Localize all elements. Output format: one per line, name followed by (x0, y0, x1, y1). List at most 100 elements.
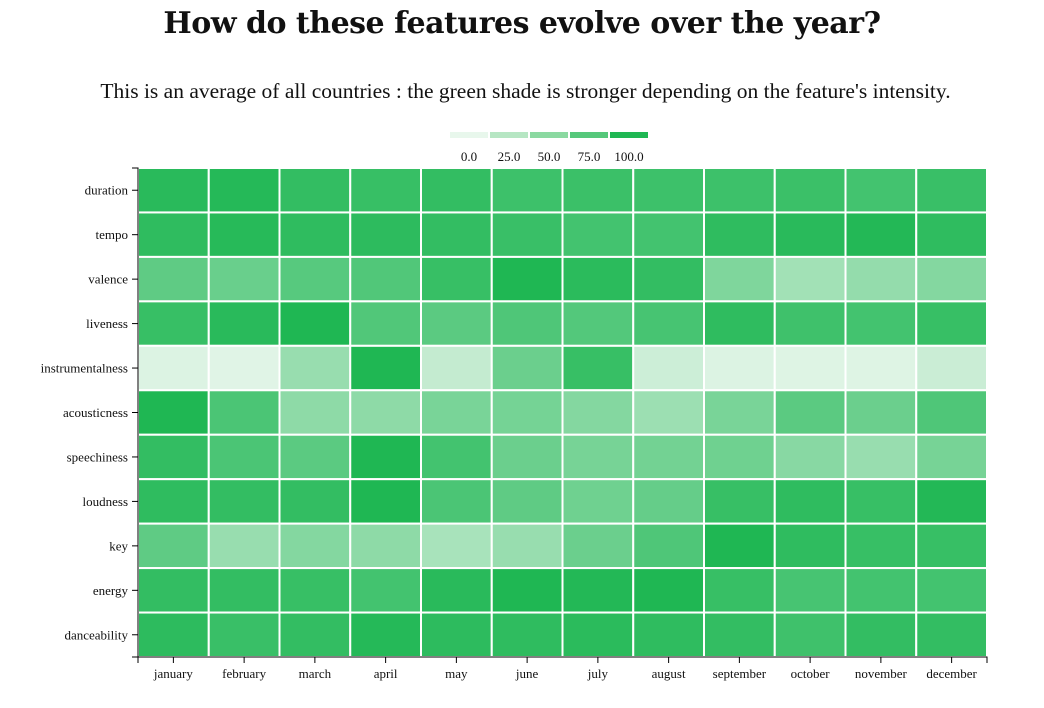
y-tick-label: tempo (96, 227, 129, 242)
heatmap-cell (420, 567, 493, 614)
heatmap-cell (490, 522, 564, 570)
heatmap-cell (844, 522, 918, 570)
heatmap-cell (349, 522, 422, 570)
heatmap-cell (278, 567, 352, 614)
heatmap-cell (844, 167, 918, 214)
heatmap-cell (773, 167, 847, 214)
heatmap-cell (703, 433, 776, 481)
heatmap-cell (207, 300, 281, 347)
heatmap-cell (915, 211, 988, 258)
heatmap-cell (207, 522, 281, 570)
heatmap-cell (420, 300, 493, 347)
heatmap-cell (844, 478, 918, 525)
y-tick-label: speechiness (67, 449, 128, 464)
heatmap-cell (632, 389, 705, 436)
heatmap-cell (137, 300, 210, 347)
heatmap-cell (349, 567, 422, 614)
color-legend: 0.0 25.0 50.0 75.0 100.0 (450, 132, 648, 164)
heatmap-cell (632, 433, 705, 481)
legend-label: 0.0 (461, 149, 477, 164)
heatmap-cell (278, 611, 352, 659)
y-tick-label: liveness (86, 316, 128, 331)
heatmap-cell (349, 433, 422, 481)
heatmap-cells (137, 167, 988, 659)
heatmap-cell (278, 433, 352, 481)
heatmap-cell (703, 344, 776, 392)
heatmap-cell (420, 522, 493, 570)
heatmap-cell (137, 255, 210, 303)
chart-subtitle: This is an average of all countries : th… (100, 79, 951, 103)
legend-swatch (450, 132, 488, 138)
heatmap-cell (632, 478, 705, 525)
heatmap-cell (773, 611, 847, 659)
heatmap-cell (561, 389, 635, 436)
heatmap-cell (349, 255, 422, 303)
heatmap-cell (420, 211, 493, 258)
x-tick-label: december (926, 666, 977, 681)
heatmap-cell (915, 522, 988, 570)
heatmap-cell (349, 211, 422, 258)
y-tick-label: loudness (83, 494, 129, 509)
heatmap-cell (490, 344, 564, 392)
heatmap-cell (632, 611, 705, 659)
heatmap-cell (915, 255, 988, 303)
heatmap-cell (773, 255, 847, 303)
heatmap-cell (632, 567, 705, 614)
heatmap-cell (278, 478, 352, 525)
heatmap-cell (490, 300, 564, 347)
x-tick-label: november (855, 666, 908, 681)
x-tick-label: may (445, 666, 468, 681)
heatmap-cell (490, 611, 564, 659)
heatmap-cell (561, 167, 635, 214)
heatmap-cell (137, 433, 210, 481)
heatmap-cell (915, 611, 988, 659)
heatmap-cell (420, 433, 493, 481)
heatmap-cell (349, 167, 422, 214)
heatmap-cell (349, 478, 422, 525)
x-tick-label: october (791, 666, 831, 681)
heatmap-cell (561, 344, 635, 392)
heatmap-cell (561, 478, 635, 525)
heatmap-cell (773, 344, 847, 392)
heatmap-cell (278, 344, 352, 392)
heatmap-cell (278, 300, 352, 347)
heatmap-cell (915, 344, 988, 392)
heatmap-cell (703, 300, 776, 347)
heatmap-cell (844, 567, 918, 614)
heatmap-cell (915, 167, 988, 214)
heatmap-cell (278, 211, 352, 258)
heatmap-cell (561, 211, 635, 258)
heatmap-cell (773, 433, 847, 481)
x-tick-label: march (299, 666, 332, 681)
heatmap-cell (420, 167, 493, 214)
heatmap-cell (703, 389, 776, 436)
legend-label: 100.0 (614, 149, 643, 164)
heatmap-cell (207, 389, 281, 436)
heatmap-cell (632, 522, 705, 570)
x-tick-label: september (713, 666, 767, 681)
heatmap-cell (773, 567, 847, 614)
heatmap-cell (844, 300, 918, 347)
heatmap-cell (420, 255, 493, 303)
y-tick-label: instrumentalness (41, 361, 128, 376)
legend-label: 75.0 (578, 149, 601, 164)
heatmap-cell (490, 211, 564, 258)
heatmap-cell (561, 433, 635, 481)
heatmap-cell (349, 344, 422, 392)
x-axis-line (137, 656, 988, 663)
heatmap-cell (632, 167, 705, 214)
heatmap-cell (703, 522, 776, 570)
heatmap-cell (137, 211, 210, 258)
heatmap-cell (278, 389, 352, 436)
x-tick-label: february (222, 666, 267, 681)
heatmap-cell (278, 167, 352, 214)
heatmap-cell (490, 478, 564, 525)
legend-swatch (530, 132, 568, 138)
x-tick-label: january (153, 666, 193, 681)
heatmap-cell (773, 478, 847, 525)
heatmap-cell (773, 300, 847, 347)
y-tick-label: key (109, 538, 128, 553)
heatmap-cell (207, 433, 281, 481)
heatmap-cell (915, 433, 988, 481)
heatmap-cell (561, 611, 635, 659)
